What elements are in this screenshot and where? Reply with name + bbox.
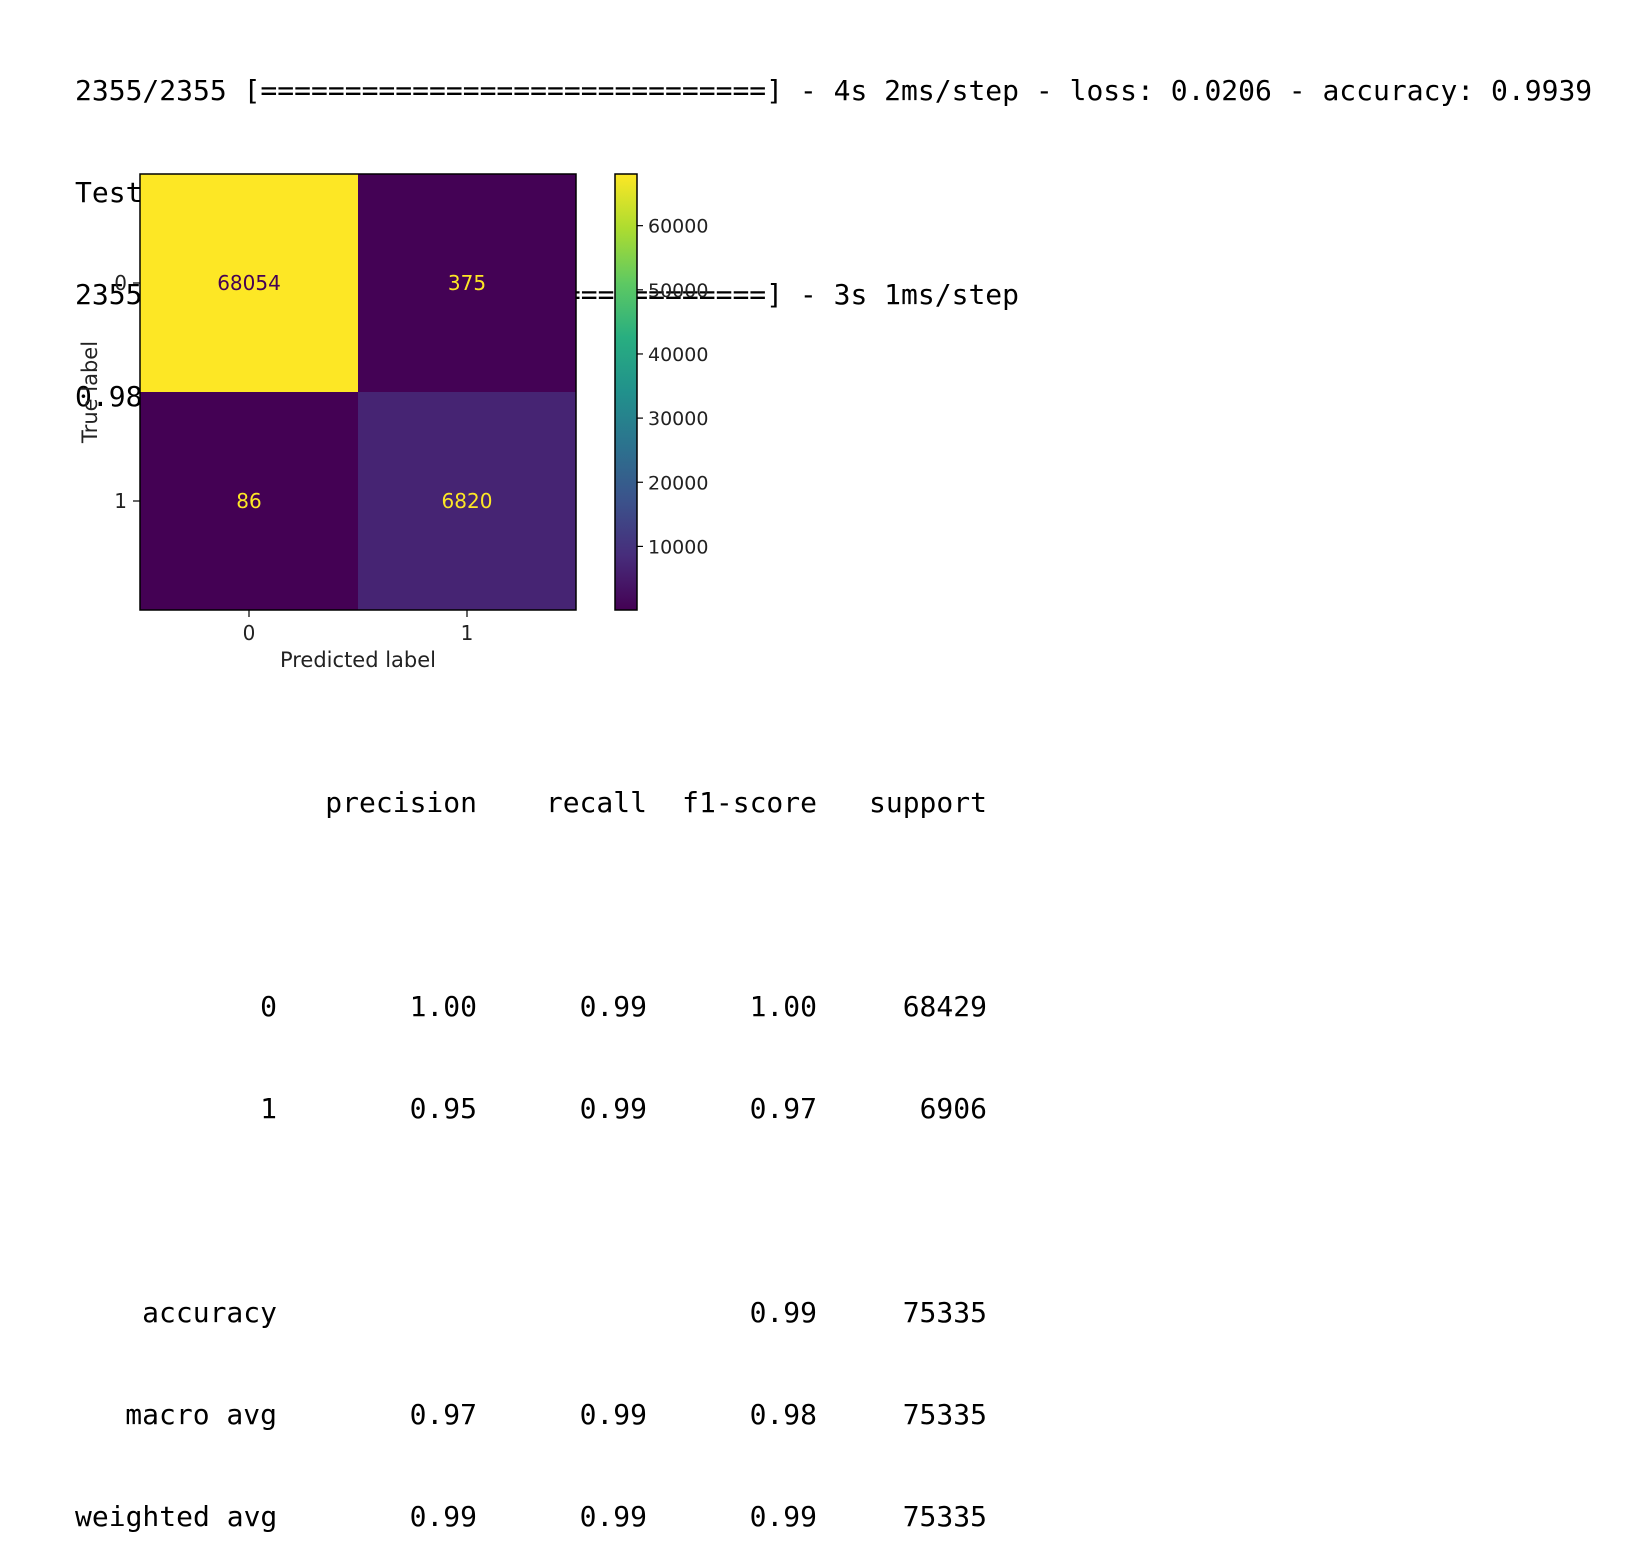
report-cell: 0.99 (409, 1500, 477, 1533)
report-header-support: support (868, 786, 987, 819)
report-cell: 0.99 (579, 990, 647, 1023)
confusion-matrix-chart: 68054 375 86 6820 0 1 0 1 Predicted label Tru… (78, 173, 708, 672)
report-summary-row: weighted avg 0.99 0.99 0.99 75335 (75, 1500, 987, 1534)
report-header-recall: recall (545, 786, 647, 819)
colorbar-tick-label: 40000 (648, 344, 708, 366)
confusion-matrix-figure: 68054 375 86 6820 0 1 0 1 Predicted label Tru… (75, 170, 735, 690)
colorbar-tick-label: 20000 (648, 472, 708, 494)
epoch-progress-line: 2355/2355 [=============================… (75, 74, 1593, 107)
y-axis-label: True label (78, 341, 102, 444)
report-cell: 75335 (902, 1500, 987, 1533)
report-cell: 0.99 (749, 1296, 817, 1329)
report-cell: 0.95 (409, 1092, 477, 1125)
report-cell: 0.99 (579, 1500, 647, 1533)
cell-value-label: 375 (448, 271, 486, 295)
report-cell: 1.00 (749, 990, 817, 1023)
cell-value-label: 86 (236, 489, 261, 513)
colorbar-tick-label: 30000 (648, 408, 708, 430)
report-cell: 0 (260, 990, 277, 1023)
report-cell: 1.00 (409, 990, 477, 1023)
report-cell: 68429 (902, 990, 987, 1023)
report-header-precision: precision (325, 786, 477, 819)
report-cell: 0.99 (749, 1500, 817, 1533)
matrix-cell (358, 174, 576, 392)
report-summary-row: accuracy 0.99 75335 (75, 1296, 987, 1330)
matrix-frame (139, 173, 577, 611)
report-blank-row (75, 888, 987, 922)
report-cell: 0.99 (579, 1092, 647, 1125)
report-cell: macro avg (125, 1398, 277, 1431)
report-cell: accuracy (142, 1296, 277, 1329)
report-cell: 0.97 (409, 1398, 477, 1431)
report-cell: 0.97 (749, 1092, 817, 1125)
cell-value-label: 68054 (217, 271, 281, 295)
colorbar-tick-label: 10000 (648, 536, 708, 558)
x-tick-label: 1 (461, 621, 474, 645)
colorbar-tick-label: 60000 (648, 216, 708, 238)
report-summary-row: macro avg 0.97 0.99 0.98 75335 (75, 1398, 987, 1432)
matrix-cell (140, 392, 358, 610)
report-cell: 75335 (902, 1296, 987, 1329)
report-blank-row (75, 1194, 987, 1228)
report-header-row: precision recall f1-score support (75, 786, 987, 820)
report-cell: 6906 (919, 1092, 987, 1125)
report-class-row: 0 1.00 0.99 1.00 68429 (75, 990, 987, 1024)
x-tick-label: 0 (243, 621, 256, 645)
report-header-f1: f1-score (682, 786, 817, 819)
report-cell: weighted avg (75, 1500, 278, 1533)
x-axis-label: Predicted label (280, 648, 436, 672)
report-cell: 0.98 (749, 1398, 817, 1431)
cell-value-label: 6820 (442, 489, 493, 513)
colorbar (614, 173, 638, 611)
y-tick-label: 1 (114, 489, 127, 513)
matrix-cell (358, 392, 576, 610)
matrix-cell (140, 174, 358, 392)
report-cell: 1 (260, 1092, 277, 1125)
report-cell: 0.99 (579, 1398, 647, 1431)
y-tick-label: 0 (114, 271, 127, 295)
report-class-row: 1 0.95 0.99 0.97 6906 (75, 1092, 987, 1126)
classification-report: precision recall f1-score support 0 1.00 0.99… (75, 718, 987, 1568)
report-cell: 75335 (902, 1398, 987, 1431)
colorbar-tick-label: 50000 (648, 280, 708, 302)
